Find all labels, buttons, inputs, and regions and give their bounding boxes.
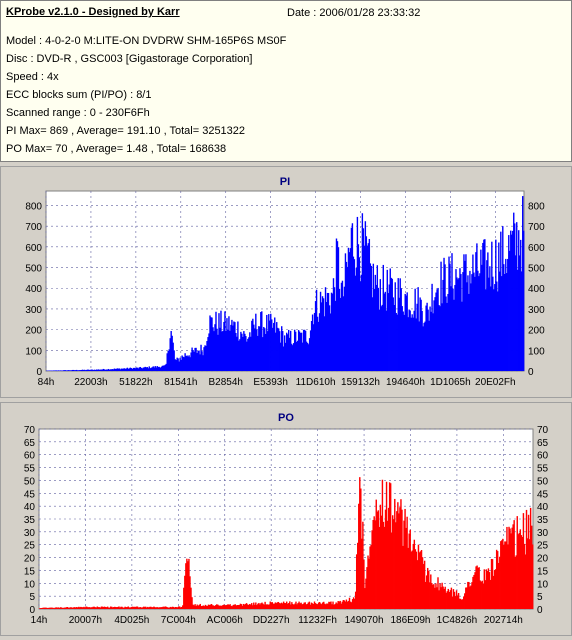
y-tick-right: 10 [537,579,549,590]
y-tick-left: 5 [29,592,35,603]
chart-title: PI [280,176,290,188]
y-tick-left: 700 [25,222,42,233]
data-bar [532,544,533,609]
y-tick-right: 25 [537,541,549,552]
y-tick-left: 300 [25,305,42,316]
y-tick-right: 65 [537,438,549,449]
y-tick-left: 55 [24,464,36,475]
y-tick-right: 50 [537,476,549,487]
x-tick-label: 14h [31,615,48,626]
y-tick-right: 55 [537,464,549,475]
y-tick-right: 400 [528,284,545,295]
x-tick-label: 51822h [119,377,152,388]
y-tick-right: 20 [537,554,549,565]
y-tick-right: 30 [537,528,549,539]
y-tick-left: 600 [25,243,42,254]
y-tick-right: 35 [537,515,549,526]
ecc-line: ECC blocks sum (PI/PO) : 8/1 [6,89,151,101]
x-tick-label: 159132h [341,377,380,388]
speed-line: Speed : 4x [6,71,59,83]
disc-line: Disc : DVD-R , GSC003 [Gigastorage Corpo… [6,53,252,65]
chart-title: PO [278,412,294,424]
x-tick-label: E5393h [253,377,287,388]
y-tick-left: 20 [24,554,36,565]
y-tick-left: 40 [24,502,36,513]
y-tick-left: 50 [24,476,36,487]
x-tick-label: 4D025h [114,615,149,626]
x-tick-label: 84h [38,377,55,388]
y-tick-left: 35 [24,515,36,526]
y-tick-right: 45 [537,489,549,500]
x-tick-label: B2854h [208,377,242,388]
x-tick-label: 1D1065h [430,377,471,388]
y-tick-left: 70 [24,425,36,436]
pi-summary-line: PI Max= 869 , Average= 191.10 , Total= 3… [6,125,245,137]
y-tick-left: 15 [24,566,36,577]
scan-info-panel: KProbe v2.1.0 - Designed by Karr Date : … [0,0,572,162]
y-tick-right: 0 [537,605,543,616]
x-tick-label: 1C4826h [437,615,478,626]
x-tick-label: 149070h [345,615,384,626]
x-tick-label: AC006h [207,615,243,626]
x-tick-label: 20E02Fh [475,377,516,388]
y-tick-right: 0 [528,367,534,378]
y-tick-right: 200 [528,326,545,337]
y-tick-right: 70 [537,425,549,436]
x-tick-label: 11D610h [296,377,336,388]
y-tick-left: 200 [25,326,42,337]
y-tick-left: 45 [24,489,36,500]
x-tick-label: 20007h [69,615,102,626]
x-tick-label: 7C004h [161,615,196,626]
y-tick-right: 15 [537,566,549,577]
y-tick-left: 800 [25,201,42,212]
y-tick-left: 30 [24,528,36,539]
y-tick-right: 5 [537,592,543,603]
y-tick-right: 600 [528,243,545,254]
y-tick-left: 10 [24,579,36,590]
app-title: KProbe v2.1.0 - Designed by Karr [6,6,180,18]
x-tick-label: 11232Fh [298,615,337,626]
x-tick-label: 81541h [164,377,197,388]
y-tick-left: 60 [24,451,36,462]
po-summary-line: PO Max= 70 , Average= 1.48 , Total= 1686… [6,143,226,155]
y-tick-right: 700 [528,222,545,233]
y-tick-left: 100 [25,346,42,357]
y-tick-right: 500 [528,264,545,275]
y-tick-right: 300 [528,305,545,316]
y-tick-left: 500 [25,264,42,275]
data-bar [523,231,524,371]
y-tick-left: 25 [24,541,36,552]
x-tick-label: 22003h [74,377,107,388]
y-tick-left: 65 [24,438,36,449]
y-tick-right: 40 [537,502,549,513]
y-tick-right: 100 [528,346,545,357]
range-line: Scanned range : 0 - 230F6Fh [6,107,150,119]
x-tick-label: DD227h [253,615,290,626]
x-tick-label: 202714h [484,615,523,626]
y-tick-right: 800 [528,201,545,212]
y-tick-right: 60 [537,451,549,462]
y-tick-left: 400 [25,284,42,295]
scan-date: Date : 2006/01/28 23:33:32 [287,7,420,19]
x-tick-label: 186E09h [390,615,430,626]
model-line: Model : 4-0-2-0 M:LITE-ON DVDRW SHM-165P… [6,35,286,47]
x-tick-label: 194640h [386,377,425,388]
